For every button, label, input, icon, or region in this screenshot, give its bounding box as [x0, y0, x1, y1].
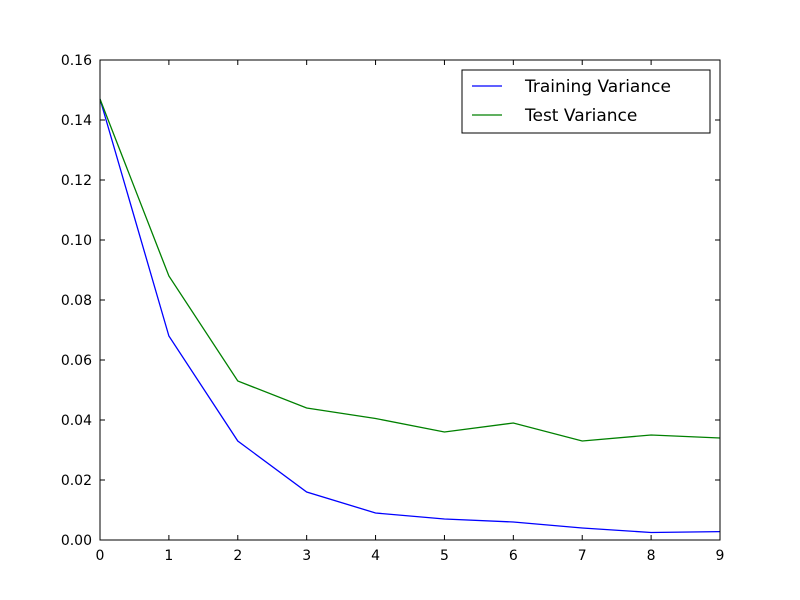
- y-tick-label: 0.16: [61, 53, 92, 69]
- series-line-1: [99, 98, 721, 442]
- y-tick-label: 0.00: [61, 533, 92, 549]
- y-tick-label: 0.06: [61, 353, 92, 369]
- y-tick-label: 0.02: [61, 473, 92, 489]
- x-tick-label: 8: [647, 548, 656, 564]
- x-tick-label: 4: [371, 548, 380, 564]
- x-tick-label: 9: [716, 548, 725, 564]
- y-tick-label: 0.10: [61, 233, 92, 249]
- series-line-0: [99, 98, 721, 534]
- y-tick-label: 0.14: [61, 113, 92, 129]
- legend-label-test: Test Variance: [524, 106, 637, 126]
- x-tick-label: 5: [440, 548, 449, 564]
- x-tick-label: 1: [164, 548, 173, 564]
- x-tick-label: 0: [96, 548, 105, 564]
- x-tick-label: 3: [302, 548, 311, 564]
- legend-label-training: Training Variance: [524, 77, 671, 97]
- y-tick-label: 0.12: [61, 173, 92, 189]
- legend: Training Variance Test Variance: [461, 69, 711, 134]
- y-tick-label: 0.04: [61, 413, 92, 429]
- x-tick-label: 2: [233, 548, 242, 564]
- y-tick-label: 0.08: [61, 293, 92, 309]
- series-layer: [99, 98, 721, 534]
- legend-box: [461, 69, 711, 134]
- x-tick-label: 6: [509, 548, 518, 564]
- x-tick-label: 7: [578, 548, 587, 564]
- ticks-layer: 0 1 2 3 4 5 6 7 8 9 0.00 0.02 0.04 0.06 0.08 0.10 0.12 0.…: [61, 53, 725, 564]
